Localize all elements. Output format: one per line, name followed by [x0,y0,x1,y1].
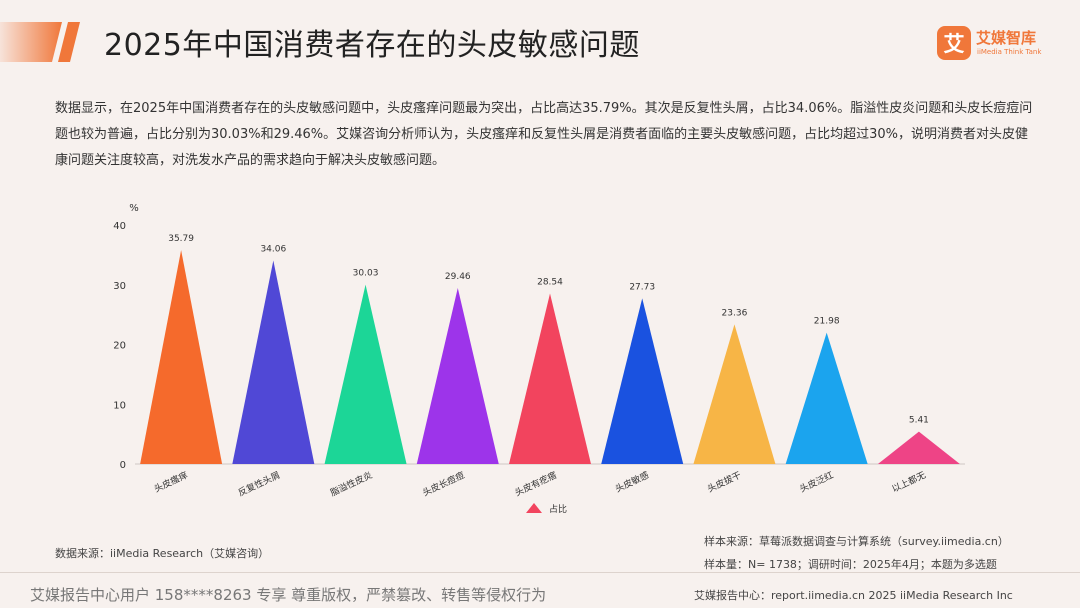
data-label: 23.36 [722,308,748,318]
page-title: 2025年中国消费者存在的头皮敏感问题 [104,28,640,63]
data-label: 29.46 [445,272,471,282]
y-tick-label: 10 [113,400,126,411]
data-label: 34.06 [260,244,286,254]
x-tick-label: 头皮拔干 [705,469,743,495]
data-label: 5.41 [909,416,929,426]
brand-subtitle: iiMedia Think Tank [977,48,1042,56]
sample-source: 样本来源：草莓派数据调查与计算系统（survey.iimedia.cn） [704,535,1009,548]
x-tick-label: 头皮瘙痒 [152,469,190,495]
data-label: 27.73 [629,282,655,292]
x-tick-label: 反复性头屑 [236,469,282,499]
bar-triangle [785,332,868,464]
data-label: 21.98 [814,317,840,327]
footer: 艾媒报告中心用户 158****8263 专享 尊重版权，严禁篡改、转售等侵权行… [0,572,1080,608]
bar-triangle [416,287,499,464]
x-tick-label: 脂溢性皮炎 [328,469,374,499]
y-tick-label: 0 [120,460,126,471]
y-tick-label: 40 [113,221,126,232]
y-axis-unit: % [129,203,139,214]
sample-size: 样本量：N= 1738；调研时间：2025年4月；本题为多选题 [704,558,997,571]
brand-name: 艾媒智库 [976,29,1037,47]
sample-info: 样本来源：草莓派数据调查与计算系统（survey.iimedia.cn） 样本量… [704,530,1009,576]
bar-triangle [232,260,315,464]
copyright-watermark: 艾媒报告中心用户 158****8263 专享 尊重版权，严禁篡改、转售等侵权行… [30,586,547,604]
legend-marker [526,503,542,513]
footer-site: 艾媒报告中心：report.iimedia.cn 2025 iiMedia Re… [694,589,1013,602]
x-tick-label: 以上都无 [890,470,927,495]
x-tick-label: 头皮长痘痘 [421,469,467,499]
bar-triangle [877,431,960,464]
y-tick-label: 30 [113,281,126,292]
bar-triangle [140,250,223,464]
brand-logo: 艾 艾媒智库 iiMedia Think Tank [937,26,1057,62]
x-tick-label: 头皮敏感 [613,469,651,495]
data-label: 30.03 [353,269,379,279]
bar-triangle [509,293,591,464]
summary-text: 数据显示，在2025年中国消费者存在的头皮敏感问题中，头皮瘙痒问题最为突出，占比… [55,101,1033,168]
bar-triangle [601,298,684,464]
legend-label: 占比 [549,503,567,515]
brand-logo-mark: 艾 [937,26,971,60]
data-label: 28.54 [537,277,563,287]
data-label: 35.79 [168,234,194,244]
x-tick-label: 头皮有疙瘩 [513,469,559,499]
header-stripes-decoration [0,22,80,62]
y-tick-label: 20 [113,341,126,352]
bar-triangle [324,284,407,464]
bar-triangle [693,324,776,464]
x-tick-label: 头皮泛红 [798,469,836,495]
data-source: 数据来源：iiMedia Research（艾媒咨询） [55,547,270,560]
